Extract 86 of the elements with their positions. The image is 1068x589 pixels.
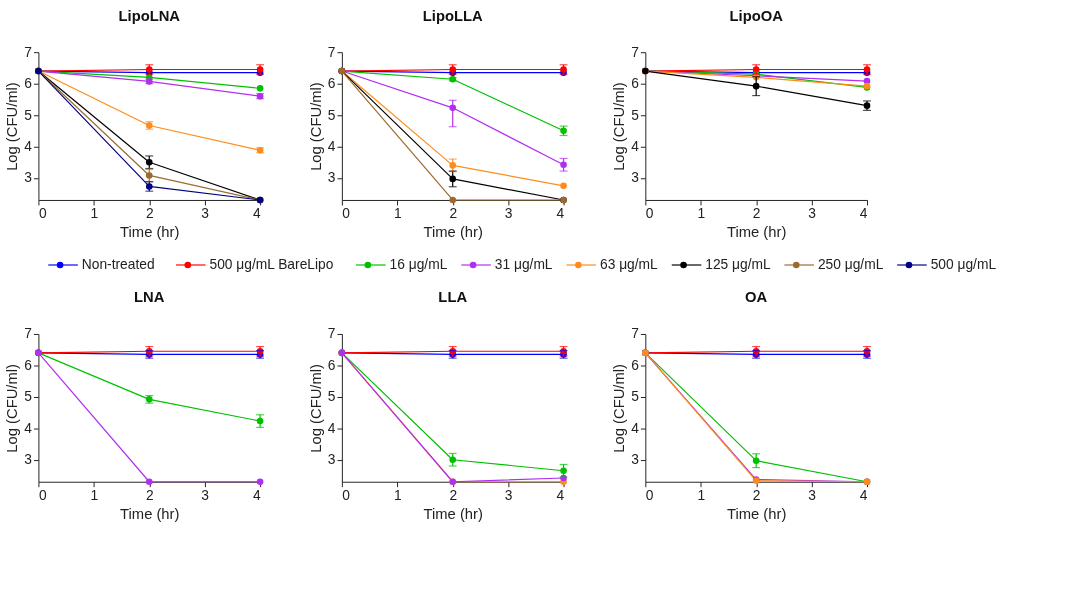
y-tick-label: 3: [631, 170, 640, 186]
x-tick-label: 2: [752, 487, 761, 503]
x-tick-label: 2: [449, 206, 458, 222]
y-axis-title: Log (CFU/ml): [307, 364, 324, 453]
y-tick-label: 6: [24, 76, 33, 92]
x-tick-label: 0: [342, 206, 351, 222]
legend-label: 250 μg/mL: [817, 256, 884, 272]
y-tick-label: 7: [631, 44, 639, 60]
x-tick-label: 0: [342, 487, 351, 503]
x-tick-label: 3: [808, 206, 817, 222]
y-tick-label: 3: [327, 452, 336, 468]
y-tick-label: 7: [327, 44, 336, 60]
y-tick-label: 5: [631, 389, 640, 405]
x-tick-label: 4: [252, 487, 261, 503]
y-tick-label: 7: [24, 326, 33, 342]
y-tick-label: 4: [24, 420, 33, 436]
x-tick-label: 4: [556, 487, 565, 503]
y-tick-label: 3: [327, 170, 336, 186]
x-tick-label: 1: [697, 206, 706, 222]
y-axis-title: Log (CFU/ml): [4, 82, 21, 171]
legend-label: 500 μg/mL BareLipo: [209, 256, 334, 272]
y-tick-label: 3: [24, 170, 33, 186]
x-tick-label: 1: [393, 206, 402, 222]
x-axis-title: Time (hr): [120, 505, 180, 522]
legend-label: 500 μg/mL: [930, 256, 997, 272]
y-tick-label: 6: [631, 357, 640, 373]
y-axis-title: Log (CFU/ml): [307, 82, 324, 171]
y-axis-title: Log (CFU/ml): [4, 364, 21, 453]
x-tick-label: 2: [145, 206, 154, 222]
legend-label: Non-treated: [81, 256, 155, 272]
x-tick-label: 1: [90, 206, 99, 222]
y-tick-label: 5: [24, 389, 33, 405]
x-tick-label: 4: [859, 206, 868, 222]
x-axis-title: Time (hr): [726, 223, 787, 240]
y-tick-label: 5: [24, 107, 33, 123]
y-tick-label: 6: [327, 76, 336, 92]
y-tick-label: 5: [327, 107, 336, 123]
chart-title: LLA: [438, 289, 468, 306]
x-tick-label: 3: [201, 487, 210, 503]
x-tick-label: 1: [393, 487, 402, 503]
x-tick-label: 1: [697, 487, 706, 503]
y-tick-label: 3: [24, 452, 33, 468]
x-axis-title: Time (hr): [423, 505, 483, 522]
x-tick-label: 3: [201, 206, 210, 222]
chart-title: LipoLLA: [422, 7, 483, 24]
y-tick-label: 5: [631, 107, 640, 123]
x-tick-label: 3: [808, 487, 817, 503]
x-tick-label: 2: [145, 487, 154, 503]
chart-title: OA: [745, 289, 768, 306]
x-tick-label: 0: [645, 487, 654, 503]
y-tick-label: 3: [631, 452, 640, 468]
legend-label: 125 μg/mL: [705, 256, 771, 272]
x-tick-label: 2: [449, 487, 458, 503]
y-axis-title: Log (CFU/ml): [611, 82, 628, 171]
chart-title: LipoOA: [729, 7, 784, 24]
legend-label: 63 μg/mL: [600, 256, 659, 272]
y-tick-label: 6: [631, 76, 640, 92]
y-tick-label: 4: [631, 420, 640, 436]
chart-title: LNA: [134, 289, 165, 306]
x-tick-label: 3: [504, 206, 513, 222]
x-tick-label: 4: [556, 206, 565, 222]
x-tick-label: 3: [504, 487, 513, 503]
x-tick-label: 4: [252, 206, 261, 222]
x-axis-title: Time (hr): [423, 223, 483, 240]
x-axis-title: Time (hr): [120, 223, 180, 240]
y-tick-label: 7: [24, 44, 33, 60]
x-tick-label: 0: [38, 487, 47, 503]
y-tick-label: 4: [327, 420, 336, 436]
x-axis-title: Time (hr): [726, 505, 787, 522]
x-tick-label: 2: [752, 206, 761, 222]
x-tick-label: 1: [90, 487, 99, 503]
y-tick-label: 4: [24, 138, 33, 154]
y-tick-label: 7: [327, 326, 336, 342]
x-tick-label: 0: [38, 206, 47, 222]
legend-label: 16 μg/mL: [389, 256, 448, 272]
y-tick-label: 5: [327, 389, 336, 405]
x-tick-label: 4: [859, 487, 868, 503]
y-tick-label: 6: [327, 357, 336, 373]
y-axis-title: Log (CFU/ml): [611, 364, 628, 453]
chart-title: LipoLNA: [118, 7, 181, 24]
y-tick-label: 7: [631, 326, 639, 342]
y-tick-label: 4: [631, 138, 640, 154]
legend-label: 31 μg/mL: [494, 256, 553, 272]
y-tick-label: 6: [24, 357, 33, 373]
x-tick-label: 0: [645, 206, 654, 222]
y-tick-label: 4: [327, 138, 336, 154]
